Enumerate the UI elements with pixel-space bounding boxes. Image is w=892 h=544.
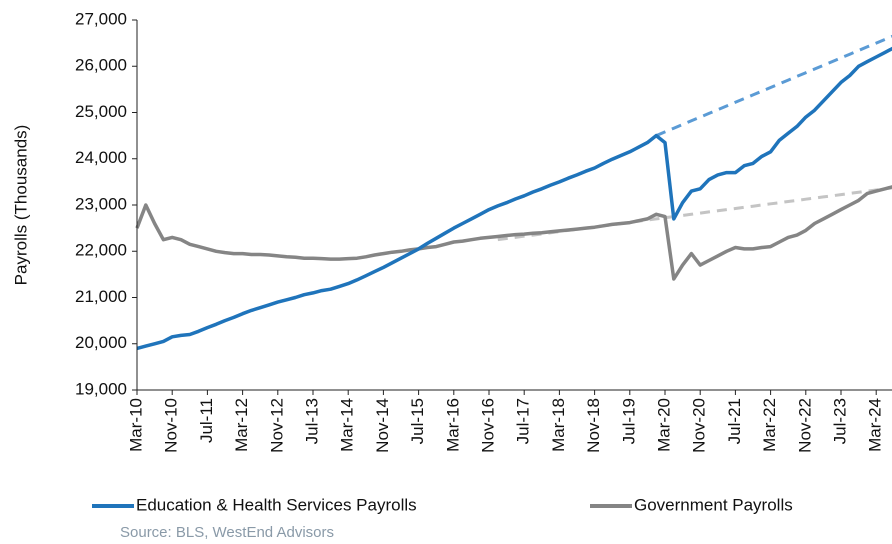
x-tick-label: Jul-21 — [725, 398, 744, 444]
y-tick-label: 27,000 — [75, 9, 127, 28]
x-tick-label: Jul-15 — [408, 398, 427, 444]
x-tick-label: Mar-14 — [338, 398, 357, 452]
series-line — [135, 185, 892, 281]
x-tick-label: Nov-10 — [162, 398, 181, 453]
x-tick-label: Jul-13 — [302, 398, 321, 444]
plot-area — [135, 34, 892, 351]
y-tick-label: 23,000 — [75, 194, 127, 213]
x-tick-label: Jul-17 — [514, 398, 533, 444]
x-tick-label: Jul-19 — [619, 398, 638, 444]
x-tick-label: Mar-16 — [443, 398, 462, 452]
x-tick-label: Nov-12 — [267, 398, 286, 453]
legend-label: Education & Health Services Payrolls — [136, 495, 417, 514]
x-tick-label: Jul-11 — [197, 398, 216, 443]
series-line — [655, 34, 892, 137]
x-tick-label: Mar-18 — [549, 398, 568, 452]
y-tick-label: 20,000 — [75, 333, 127, 352]
x-tick-label: Nov-20 — [690, 398, 709, 453]
series-line — [497, 186, 892, 242]
x-tick-label: Mar-24 — [866, 398, 885, 452]
x-tick-label: Nov-18 — [584, 398, 603, 453]
x-tick-label: Mar-20 — [654, 398, 673, 452]
y-axis-label: Payrolls (Thousands) — [11, 125, 30, 286]
y-tick-label: 22,000 — [75, 241, 127, 260]
y-tick-label: 21,000 — [75, 287, 127, 306]
x-tick-label: Jul-23 — [830, 398, 849, 444]
x-tick-label: Nov-22 — [795, 398, 814, 453]
x-tick-label: Mar-22 — [760, 398, 779, 452]
x-tick-label: Mar-10 — [126, 398, 145, 452]
series-line — [136, 46, 892, 351]
y-tick-label: 25,000 — [75, 102, 127, 121]
y-tick-label: 19,000 — [75, 379, 127, 398]
y-tick-label: 24,000 — [75, 148, 127, 167]
x-tick-label: Nov-16 — [478, 398, 497, 453]
x-tick-label: Mar-12 — [232, 398, 251, 452]
x-tick-label: Nov-14 — [373, 398, 392, 453]
y-tick-label: 26,000 — [75, 56, 127, 75]
source: Source: BLS, WestEnd Advisors — [120, 524, 334, 541]
legend-label: Government Payrolls — [634, 495, 793, 514]
